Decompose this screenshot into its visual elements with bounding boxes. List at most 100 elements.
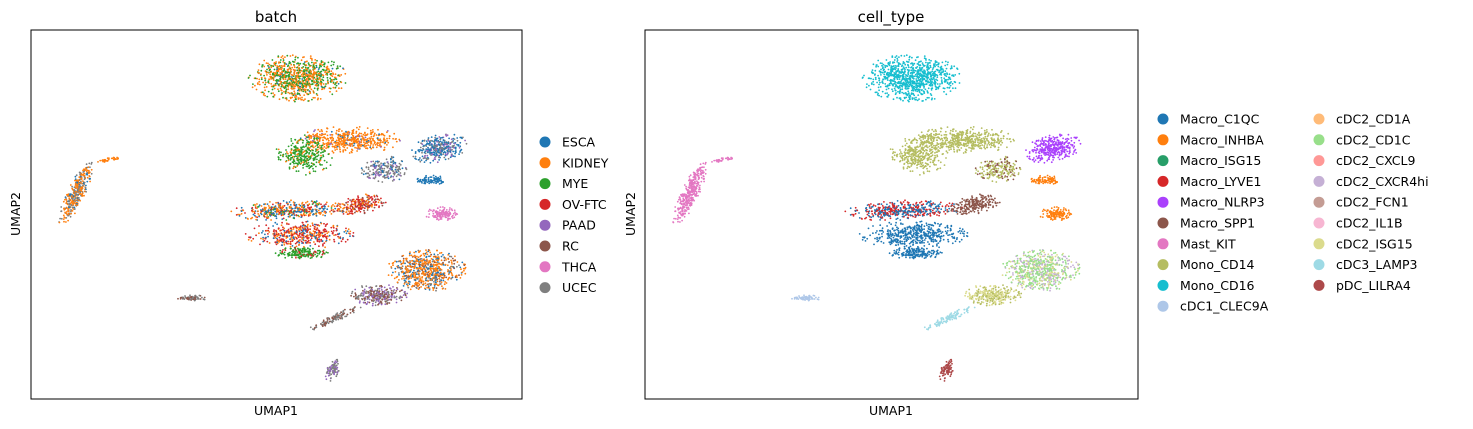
point bbox=[422, 147, 424, 150]
point bbox=[346, 238, 349, 241]
point bbox=[263, 65, 266, 68]
point bbox=[277, 227, 280, 230]
point bbox=[403, 172, 406, 174]
point bbox=[357, 196, 360, 199]
point bbox=[300, 82, 303, 85]
point bbox=[380, 197, 382, 200]
point bbox=[426, 258, 428, 261]
point bbox=[281, 67, 283, 69]
point bbox=[299, 225, 302, 228]
point bbox=[422, 179, 424, 182]
point bbox=[68, 200, 71, 203]
point bbox=[447, 213, 450, 216]
point bbox=[456, 261, 459, 263]
point bbox=[433, 285, 436, 287]
point bbox=[277, 88, 279, 91]
point bbox=[420, 142, 422, 145]
point bbox=[448, 210, 450, 213]
point bbox=[337, 135, 340, 137]
point bbox=[305, 64, 308, 67]
point bbox=[336, 65, 339, 67]
point bbox=[451, 263, 453, 265]
point bbox=[330, 141, 333, 144]
point bbox=[430, 144, 433, 146]
point bbox=[436, 145, 438, 148]
point bbox=[349, 144, 351, 147]
point bbox=[294, 246, 297, 249]
point bbox=[257, 210, 259, 213]
point bbox=[321, 88, 324, 90]
point bbox=[304, 228, 306, 231]
point bbox=[292, 249, 295, 251]
point bbox=[416, 178, 419, 181]
point bbox=[280, 89, 283, 92]
point bbox=[425, 284, 427, 287]
point bbox=[447, 273, 450, 276]
point bbox=[293, 81, 296, 84]
point bbox=[279, 209, 281, 212]
point bbox=[308, 71, 311, 74]
point bbox=[302, 66, 305, 68]
point bbox=[333, 238, 335, 241]
point bbox=[68, 203, 71, 205]
point bbox=[308, 251, 311, 254]
point bbox=[436, 278, 439, 281]
point bbox=[286, 54, 289, 57]
point bbox=[362, 206, 364, 209]
point bbox=[357, 200, 359, 202]
point bbox=[316, 239, 319, 241]
point bbox=[387, 274, 390, 276]
point bbox=[426, 149, 429, 152]
point bbox=[450, 277, 452, 280]
point bbox=[294, 242, 297, 245]
point bbox=[279, 78, 282, 81]
point bbox=[425, 249, 427, 252]
point bbox=[319, 133, 321, 136]
point bbox=[370, 140, 373, 143]
point bbox=[326, 127, 328, 130]
point bbox=[296, 62, 298, 65]
point bbox=[372, 171, 375, 174]
point bbox=[287, 64, 290, 67]
point bbox=[460, 274, 463, 276]
point bbox=[295, 72, 298, 75]
point bbox=[433, 269, 435, 272]
point bbox=[438, 159, 440, 161]
point bbox=[267, 235, 269, 238]
point bbox=[279, 205, 282, 208]
point bbox=[428, 142, 430, 145]
point bbox=[367, 166, 370, 169]
point bbox=[316, 82, 319, 85]
point bbox=[444, 257, 447, 260]
point bbox=[418, 266, 421, 269]
point bbox=[276, 74, 278, 76]
point bbox=[447, 217, 449, 220]
point bbox=[450, 138, 453, 141]
point bbox=[293, 70, 296, 73]
point bbox=[451, 145, 454, 148]
point bbox=[355, 130, 358, 133]
point bbox=[429, 251, 432, 254]
point bbox=[435, 211, 438, 214]
point bbox=[353, 203, 356, 206]
point bbox=[270, 219, 272, 221]
point bbox=[380, 162, 382, 165]
point bbox=[405, 257, 408, 260]
point bbox=[427, 264, 429, 266]
point bbox=[274, 207, 276, 210]
point bbox=[279, 83, 281, 85]
point bbox=[436, 140, 439, 143]
point bbox=[401, 278, 403, 280]
point bbox=[312, 69, 315, 72]
point bbox=[244, 217, 247, 219]
point bbox=[365, 144, 368, 147]
point bbox=[300, 255, 303, 257]
point bbox=[262, 209, 265, 212]
point bbox=[273, 62, 276, 65]
point bbox=[460, 136, 463, 139]
point bbox=[369, 196, 372, 199]
point bbox=[326, 67, 329, 70]
point bbox=[349, 230, 352, 233]
point bbox=[330, 209, 333, 212]
point bbox=[313, 137, 316, 140]
